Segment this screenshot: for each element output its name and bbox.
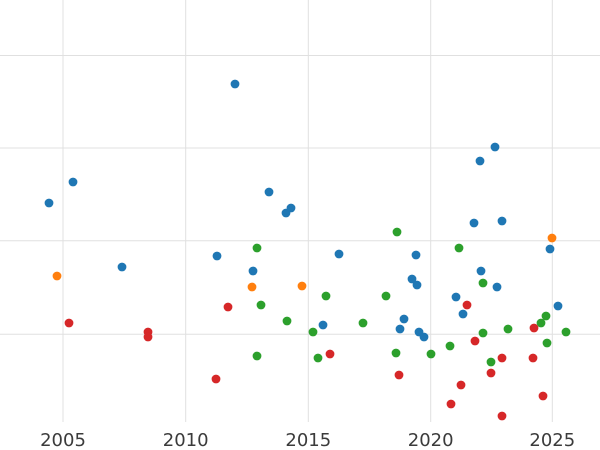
data-point-blue (407, 274, 417, 284)
data-point-green (445, 341, 455, 351)
data-point-orange (297, 281, 307, 291)
data-point-red (143, 332, 153, 342)
x-tick-label-2005: 2005 (40, 430, 86, 450)
data-point-blue (451, 292, 461, 302)
data-point-red (64, 318, 74, 328)
data-point-orange (547, 233, 557, 243)
data-point-blue (492, 282, 502, 292)
data-point-red (528, 353, 538, 363)
data-point-green (391, 348, 401, 358)
data-point-green (426, 349, 436, 359)
x-tick-label-2015: 2015 (285, 430, 331, 450)
data-point-red (394, 370, 404, 380)
data-point-green (381, 291, 391, 301)
data-point-green (358, 318, 368, 328)
data-point-green (256, 300, 266, 310)
data-point-green (486, 357, 496, 367)
data-point-blue (475, 156, 485, 166)
data-point-red (211, 374, 221, 384)
data-point-red (529, 323, 539, 333)
data-point-blue (117, 262, 127, 272)
data-point-green (313, 353, 323, 363)
data-point-blue (476, 266, 486, 276)
data-point-blue (318, 320, 328, 330)
data-point-blue (264, 187, 274, 197)
data-point-blue (545, 244, 555, 254)
data-point-red (538, 391, 548, 401)
data-point-red (497, 353, 507, 363)
data-point-orange (52, 271, 62, 281)
data-point-green (321, 291, 331, 301)
data-point-blue (458, 309, 468, 319)
data-point-red (462, 300, 472, 310)
x-tick-label-2025: 2025 (529, 430, 575, 450)
data-point-blue (490, 142, 500, 152)
data-point-blue (497, 216, 507, 226)
data-point-red (446, 399, 456, 409)
data-point-green (542, 338, 552, 348)
data-point-blue (469, 218, 479, 228)
data-point-blue (44, 198, 54, 208)
data-point-red (456, 380, 466, 390)
data-point-blue (334, 249, 344, 259)
data-point-blue (399, 314, 409, 324)
data-point-green (561, 327, 571, 337)
data-point-green (536, 318, 546, 328)
data-point-green (541, 311, 551, 321)
data-point-orange (247, 282, 257, 292)
data-point-red (223, 302, 233, 312)
data-point-green (252, 243, 262, 253)
data-point-green (282, 316, 292, 326)
data-point-green (308, 327, 318, 337)
data-point-blue (553, 301, 563, 311)
data-point-blue (248, 266, 258, 276)
data-point-blue (68, 177, 78, 187)
data-point-red (325, 349, 335, 359)
data-point-blue (212, 251, 222, 261)
data-point-blue (230, 79, 240, 89)
data-point-red (470, 336, 480, 346)
data-point-green (478, 328, 488, 338)
data-point-blue (395, 324, 405, 334)
data-point-blue (286, 203, 296, 213)
x-tick-label-2010: 2010 (163, 430, 209, 450)
data-point-red (497, 411, 507, 421)
data-point-green (478, 278, 488, 288)
data-point-red (486, 368, 496, 378)
data-point-green (252, 351, 262, 361)
x-tick-label-2020: 2020 (408, 430, 454, 450)
data-point-blue (412, 280, 422, 290)
data-point-blue (419, 332, 429, 342)
data-point-green (392, 227, 402, 237)
data-point-green (454, 243, 464, 253)
data-point-green (503, 324, 513, 334)
data-point-blue (411, 250, 421, 260)
